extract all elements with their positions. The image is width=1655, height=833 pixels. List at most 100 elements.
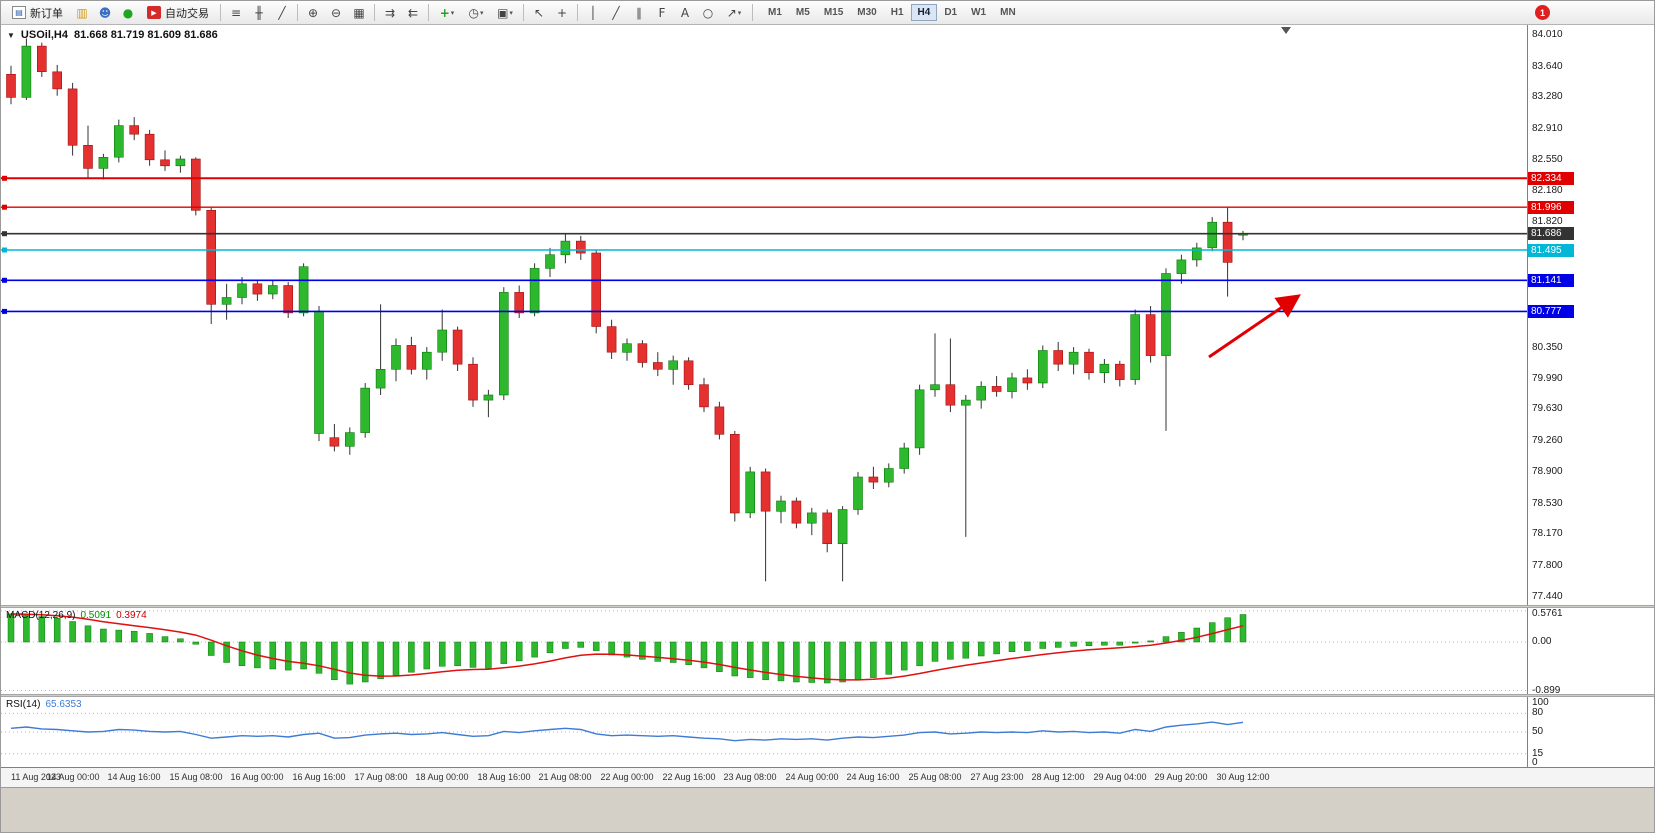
timeframe-toolbar: M1 M5 M15 M30 H1 H4 D1 W1 MN xyxy=(761,4,1023,21)
rsi-axis[interactable]: 100 80 50 15 0 xyxy=(1527,697,1654,767)
timeframe-h4[interactable]: H4 xyxy=(910,4,938,21)
candlestick-chart-button[interactable]: ╫ xyxy=(248,3,270,23)
bar-chart-button[interactable]: ≡ xyxy=(225,3,247,23)
time-tick-label: 16 Aug 16:00 xyxy=(292,772,346,782)
cursor-button[interactable]: ↖ xyxy=(528,3,550,23)
zoom-in-button[interactable]: ⊕ xyxy=(302,3,324,23)
timeframe-w1[interactable]: W1 xyxy=(964,4,993,21)
auto-scroll-button[interactable]: ⇉ xyxy=(379,3,401,23)
time-tick-label: 15 Aug 08:00 xyxy=(169,772,223,782)
time-tick-label: 29 Aug 04:00 xyxy=(1093,772,1147,782)
price-axis[interactable]: 84.010 83.640 83.280 82.910 82.550 82.180 81.8… xyxy=(1527,25,1654,605)
time-axis[interactable]: 11 Aug 2023 14 Aug 00:00 14 Aug 16:00 15 Au… xyxy=(1,767,1654,787)
tile-windows-button[interactable]: ▦ xyxy=(348,3,370,23)
arrows-button[interactable]: ↗ ▾ xyxy=(720,3,748,23)
time-tick-label: 27 Aug 23:00 xyxy=(970,772,1024,782)
time-tick-label: 17 Aug 08:00 xyxy=(354,772,408,782)
add-indicator-icon: + xyxy=(439,5,450,20)
new-order-button[interactable]: ▤ 新订单 xyxy=(5,2,70,24)
line-chart-button[interactable]: ╱ xyxy=(271,3,293,23)
periods-button[interactable]: ◷ ▾ xyxy=(462,3,490,23)
rsi-canvas[interactable] xyxy=(1,697,1529,767)
symbol-dropdown-icon[interactable]: ▼ xyxy=(7,30,15,40)
time-tick-label: 22 Aug 00:00 xyxy=(600,772,654,782)
text-tool-icon: A xyxy=(680,5,690,20)
time-tick-label: 23 Aug 08:00 xyxy=(723,772,777,782)
macd-panel-splitter[interactable] xyxy=(1,605,1654,608)
trendline-button[interactable]: ╱ xyxy=(605,3,627,23)
fibonacci-button[interactable]: F xyxy=(651,3,673,23)
ohlc-values: 81.668 81.719 81.609 81.686 xyxy=(74,29,218,41)
timeframe-m15[interactable]: M15 xyxy=(817,4,850,21)
rsi-label: RSI(14) 65.6353 xyxy=(6,699,82,710)
profile-button[interactable]: ☻ xyxy=(94,3,116,23)
macd-canvas[interactable] xyxy=(1,608,1529,694)
indicators-button[interactable]: + ▾ xyxy=(433,3,461,23)
community-icon: ● xyxy=(122,5,134,20)
chevron-down-icon: ▾ xyxy=(737,8,742,17)
time-tick-label: 11 Aug 2023 xyxy=(11,772,61,782)
time-tick-label: 29 Aug 20:00 xyxy=(1154,772,1208,782)
crosshair-button[interactable]: + xyxy=(551,3,573,23)
chart-shift-icon: ⇇ xyxy=(407,5,419,20)
clock-icon: ◷ xyxy=(468,5,479,20)
shapes-button[interactable]: ○ xyxy=(697,3,719,23)
notification-badge[interactable]: 1 xyxy=(1535,5,1550,20)
time-tick-label: 21 Aug 08:00 xyxy=(538,772,592,782)
chart-window: ▼ USOil,H4 81.668 81.719 81.609 81.686 8… xyxy=(1,25,1654,832)
time-tick-label: 14 Aug 00:00 xyxy=(46,772,100,782)
time-tick-label: 22 Aug 16:00 xyxy=(662,772,716,782)
rsi-name: RSI(14) xyxy=(6,699,41,710)
autotrading-button[interactable]: ▶ 自动交易 xyxy=(140,2,216,24)
auto-scroll-icon: ⇉ xyxy=(384,5,396,20)
price-chart-canvas[interactable] xyxy=(1,25,1529,605)
toolbar-separator xyxy=(374,4,375,21)
zoom-in-icon: ⊕ xyxy=(307,5,319,20)
main-toolbar: ▤ 新订单 ▥ ☻ ● ▶ 自动交易 ≡ ╫ ╱ ⊕ ⊖ ▦ ⇉ ⇇ + ▾ ◷ ▾… xyxy=(1,1,1654,25)
chart-shift-marker[interactable] xyxy=(1281,27,1291,34)
tile-windows-icon: ▦ xyxy=(353,5,365,20)
chart-shift-button[interactable]: ⇇ xyxy=(402,3,424,23)
time-tick-label: 24 Aug 16:00 xyxy=(846,772,900,782)
chevron-down-icon: ▾ xyxy=(509,8,513,17)
timeframe-mn[interactable]: MN xyxy=(993,4,1023,21)
arrow-tool-icon: ↗ xyxy=(726,5,737,20)
toolbar-separator xyxy=(220,4,221,21)
bar-chart-icon: ≡ xyxy=(230,5,242,20)
rsi-panel: RSI(14) 65.6353 100 80 50 15 0 xyxy=(1,697,1654,767)
chevron-down-icon: ▾ xyxy=(450,8,455,17)
line-chart-icon: ╱ xyxy=(278,5,286,20)
trendline-icon: ╱ xyxy=(612,5,620,20)
charts-stack-button[interactable]: ▥ xyxy=(71,3,93,23)
timeframe-d1[interactable]: D1 xyxy=(937,4,964,21)
timeframe-m30[interactable]: M30 xyxy=(850,4,883,21)
macd-label: MACD(12,26,9) 0.5091 0.3974 xyxy=(6,610,147,621)
macd-axis[interactable]: 0.5761 0.00 -0.899 xyxy=(1527,608,1654,694)
toolbar-separator xyxy=(752,4,753,21)
new-order-label: 新订单 xyxy=(30,7,63,20)
price-chart-panel: ▼ USOil,H4 81.668 81.719 81.609 81.686 8… xyxy=(1,25,1654,605)
toolbar-separator xyxy=(577,4,578,21)
rsi-panel-splitter[interactable] xyxy=(1,694,1654,697)
channel-button[interactable]: ∥ xyxy=(628,3,650,23)
rsi-value: 65.6353 xyxy=(45,699,82,710)
toolbar-separator xyxy=(523,4,524,21)
templates-button[interactable]: ▣ ▾ xyxy=(491,3,519,23)
community-button[interactable]: ● xyxy=(117,3,139,23)
text-button[interactable]: A xyxy=(674,3,696,23)
timeframe-m1[interactable]: M1 xyxy=(761,4,789,21)
window-bottom-area xyxy=(1,787,1654,832)
profile-icon: ☻ xyxy=(98,5,112,20)
timeframe-m5[interactable]: M5 xyxy=(789,4,817,21)
time-tick-label: 16 Aug 00:00 xyxy=(230,772,284,782)
macd-signal-value: 0.3974 xyxy=(116,610,147,621)
candlestick-icon: ╫ xyxy=(255,5,263,20)
vertical-line-icon: │ xyxy=(589,5,597,20)
charts-stack-icon: ▥ xyxy=(76,5,88,20)
vertical-line-button[interactable]: │ xyxy=(582,3,604,23)
zoom-out-button[interactable]: ⊖ xyxy=(325,3,347,23)
timeframe-h1[interactable]: H1 xyxy=(884,4,911,21)
autotrading-label: 自动交易 xyxy=(165,7,209,20)
time-tick-label: 28 Aug 12:00 xyxy=(1031,772,1085,782)
